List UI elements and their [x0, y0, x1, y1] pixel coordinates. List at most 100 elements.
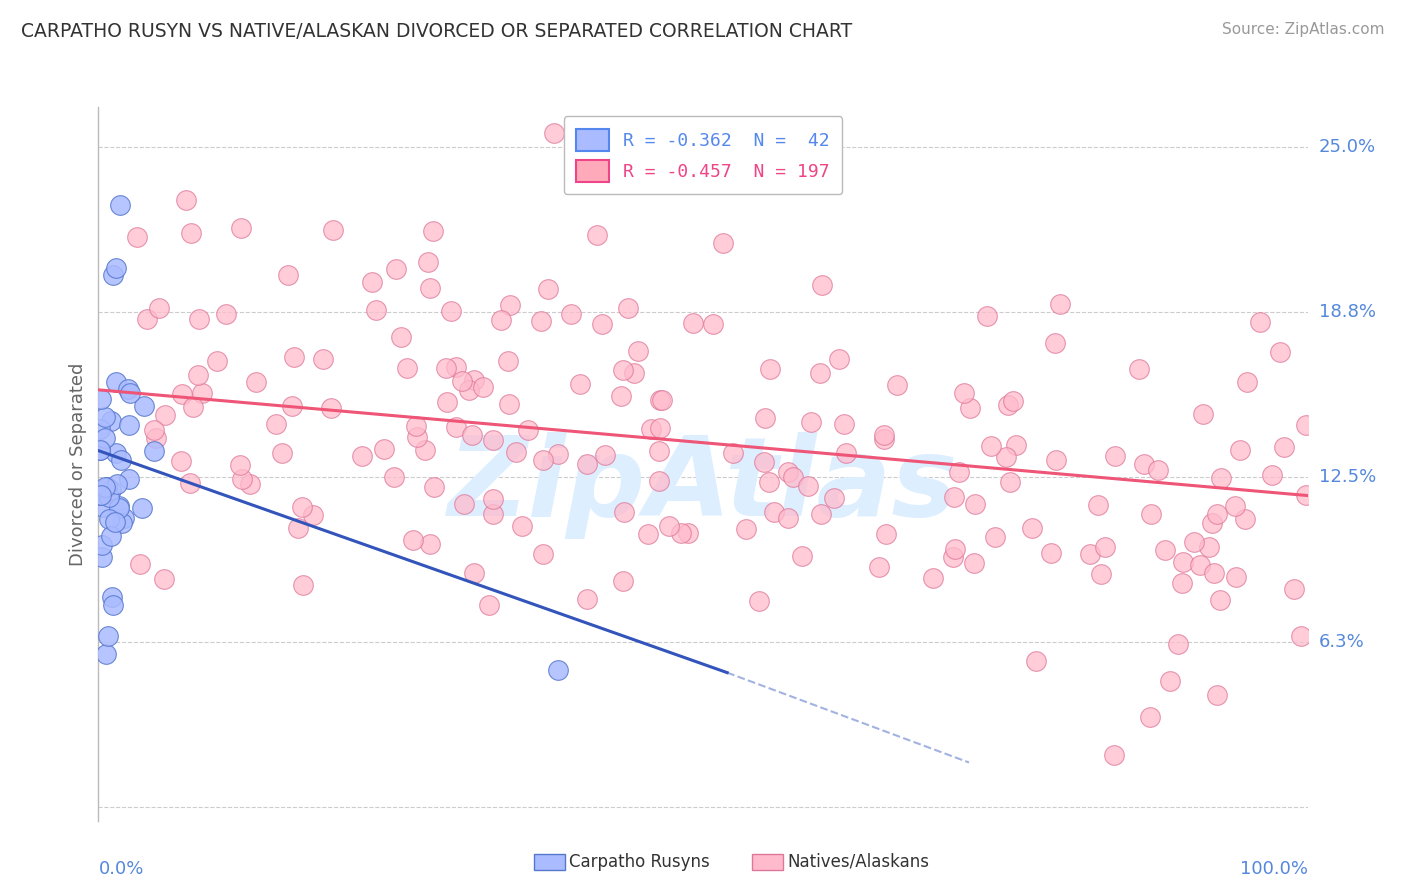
Point: [117, 382, 139, 396]
Point: [610, 388, 633, 402]
Point: [922, 571, 945, 585]
Point: [1202, 566, 1225, 580]
Point: [873, 427, 896, 442]
Text: 12.5%: 12.5%: [1319, 468, 1376, 486]
Point: [1209, 592, 1232, 607]
Text: 0.0%: 0.0%: [98, 860, 143, 878]
Point: [875, 526, 897, 541]
Point: [90, 488, 112, 502]
Point: [808, 366, 831, 380]
Point: [824, 491, 846, 505]
Point: [89, 422, 111, 436]
Point: [453, 498, 475, 512]
Point: [651, 393, 673, 408]
Point: [472, 379, 495, 393]
Point: [759, 361, 782, 376]
Point: [419, 281, 441, 295]
Point: [94, 480, 117, 494]
Point: [98, 490, 121, 504]
Point: [828, 352, 851, 367]
Point: [613, 505, 636, 519]
Point: [721, 445, 744, 459]
Point: [1249, 315, 1271, 329]
Point: [1139, 507, 1161, 521]
Point: [637, 527, 659, 541]
Point: [101, 598, 124, 612]
Point: [89, 488, 111, 502]
Point: [111, 516, 134, 530]
Point: [155, 408, 177, 422]
Point: [1272, 440, 1295, 454]
Point: [389, 330, 412, 344]
Text: 100.0%: 100.0%: [1240, 860, 1308, 878]
Point: [627, 344, 650, 359]
Point: [1078, 547, 1101, 561]
Point: [711, 235, 734, 250]
Point: [834, 417, 856, 431]
Point: [1205, 688, 1227, 702]
Text: Natives/Alaskans: Natives/Alaskans: [787, 853, 929, 871]
Point: [136, 311, 159, 326]
Point: [245, 376, 267, 390]
Point: [547, 663, 569, 677]
Point: [1049, 297, 1071, 311]
Point: [800, 415, 823, 429]
Point: [612, 574, 634, 588]
Point: [440, 303, 463, 318]
Legend: R = -0.362  N =  42, R = -0.457  N = 197: R = -0.362 N = 42, R = -0.457 N = 197: [564, 116, 842, 194]
Point: [648, 421, 671, 435]
Point: [406, 430, 429, 444]
Point: [101, 590, 124, 604]
Point: [100, 483, 122, 497]
Point: [1282, 582, 1305, 597]
Point: [231, 472, 253, 486]
Point: [512, 518, 534, 533]
Point: [997, 398, 1019, 412]
Point: [385, 261, 408, 276]
Point: [91, 549, 114, 564]
Point: [505, 444, 527, 458]
Point: [1234, 512, 1257, 526]
Point: [277, 268, 299, 282]
Point: [107, 477, 129, 491]
Point: [145, 431, 167, 445]
Point: [942, 550, 965, 565]
Point: [778, 511, 800, 525]
Point: [994, 450, 1017, 465]
Point: [1133, 458, 1156, 472]
Point: [416, 255, 439, 269]
Point: [1198, 540, 1220, 554]
Point: [647, 443, 669, 458]
Point: [132, 399, 155, 413]
Point: [702, 317, 724, 331]
Point: [776, 465, 799, 479]
Point: [319, 401, 342, 416]
Point: [436, 394, 458, 409]
Point: [763, 505, 786, 519]
Text: Carpatho Rusyns: Carpatho Rusyns: [569, 853, 710, 871]
Point: [499, 298, 522, 312]
Point: [152, 572, 174, 586]
Point: [120, 386, 142, 401]
Point: [575, 457, 598, 471]
Point: [174, 193, 197, 207]
Point: [1094, 540, 1116, 554]
Point: [396, 361, 419, 376]
Point: [97, 512, 120, 526]
Text: 18.8%: 18.8%: [1319, 303, 1375, 321]
Point: [451, 374, 474, 388]
Point: [271, 446, 294, 460]
Point: [976, 309, 998, 323]
Point: [489, 313, 512, 327]
Point: [530, 314, 553, 328]
Point: [1295, 417, 1317, 432]
Point: [498, 397, 520, 411]
Point: [291, 578, 314, 592]
Point: [543, 127, 565, 141]
Point: [872, 432, 894, 446]
Point: [291, 500, 314, 515]
Point: [108, 499, 131, 513]
Point: [1191, 407, 1213, 421]
Point: [650, 393, 672, 408]
Point: [758, 475, 780, 489]
